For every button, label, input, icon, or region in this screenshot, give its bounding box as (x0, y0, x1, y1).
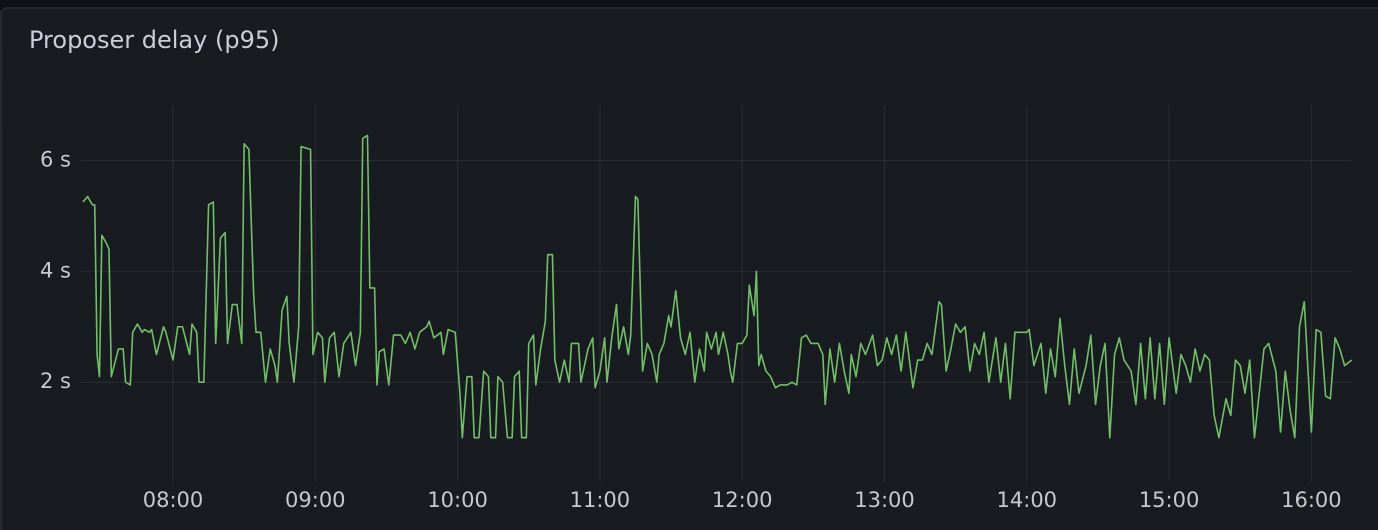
y-tick-label: 4 s (40, 258, 71, 282)
x-tick-label: 09:00 (285, 488, 346, 512)
x-tick-label: 16:00 (1281, 488, 1342, 512)
x-tick-label: 08:00 (143, 488, 204, 512)
x-tick-label: 14:00 (997, 488, 1058, 512)
y-tick-label: 2 s (40, 369, 71, 393)
x-tick-label: 11:00 (570, 488, 631, 512)
data-line (82, 134, 1353, 439)
x-tick-label: 10:00 (427, 488, 488, 512)
x-tick-label: 15:00 (1139, 488, 1200, 512)
x-tick-label: 12:00 (712, 488, 773, 512)
panel (0, 7, 1378, 530)
y-tick-label: 6 s (40, 147, 71, 171)
x-tick-label: 13:00 (854, 488, 915, 512)
panel-title: Proposer delay (p95) (29, 26, 279, 54)
